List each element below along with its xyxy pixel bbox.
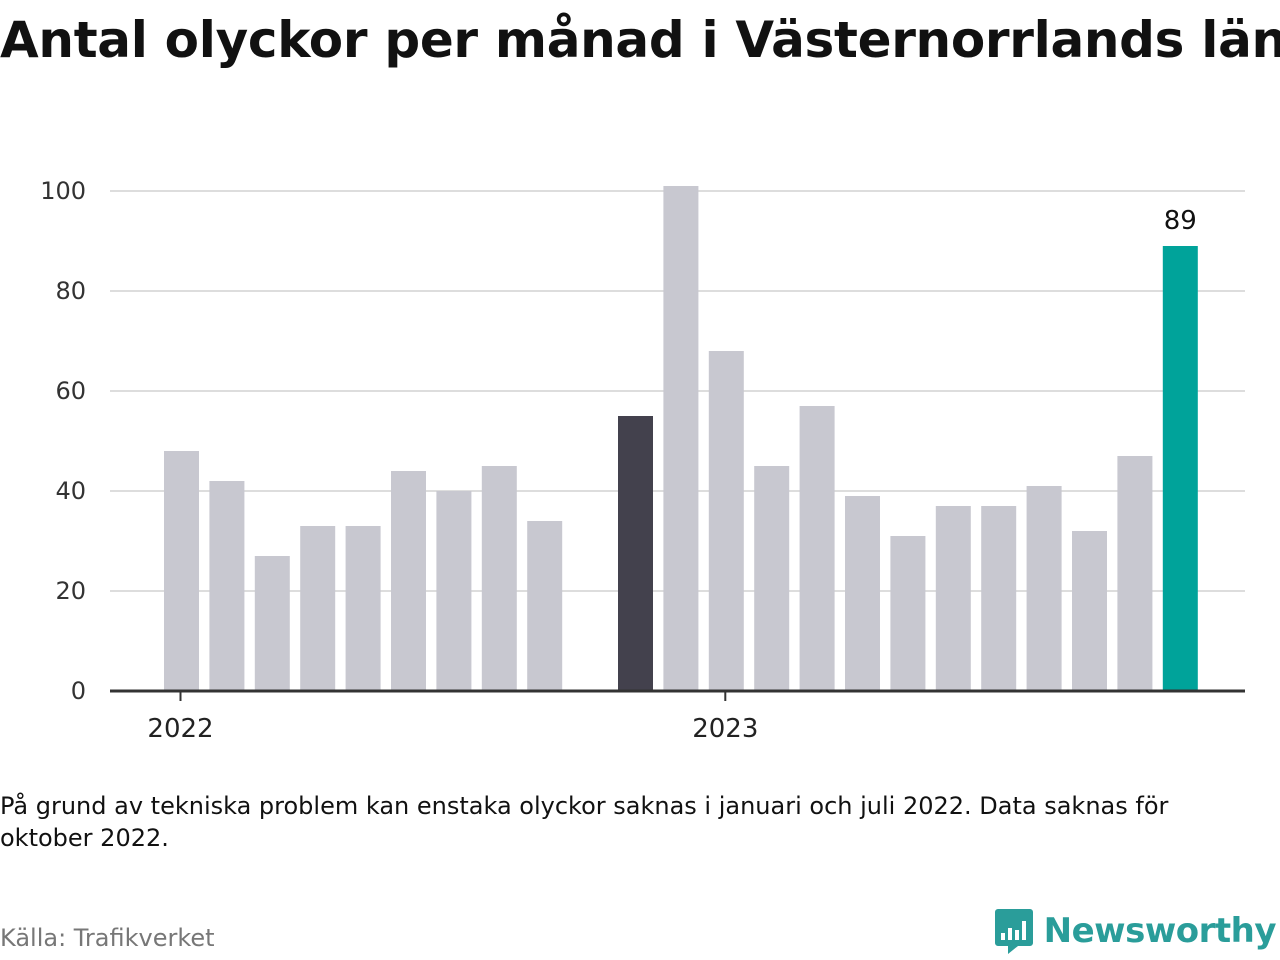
bar-2022-09 (527, 521, 563, 691)
bar-2022-05 (345, 526, 381, 691)
bar-2022-03 (254, 556, 290, 691)
x-tick-label: 2023 (692, 714, 758, 744)
bar-2022-02 (209, 481, 245, 691)
bar-2023-06 (935, 506, 971, 691)
bar-2023-01 (708, 351, 744, 691)
y-tick-label: 100 (40, 177, 86, 205)
x-tick-label: 2022 (147, 714, 213, 744)
source-text: Källa: Trafikverket (0, 924, 215, 952)
bar-chart: 89 0 20 40 60 80 100 2022 2023 (40, 177, 1245, 744)
bar-2023-07 (981, 506, 1017, 691)
bar-2022-07 (436, 491, 472, 691)
data-label: 89 (1164, 206, 1197, 236)
bar-2022-12 (663, 186, 699, 691)
bar-2023-02 (754, 466, 790, 691)
footnote: På grund av tekniska problem kan enstaka… (0, 792, 1169, 852)
bar-2023-10 (1117, 456, 1153, 691)
y-tick-label: 60 (55, 377, 86, 405)
bar-2022-06 (391, 471, 426, 691)
bar-2022-11 (618, 416, 653, 691)
y-tick-label: 80 (55, 277, 86, 305)
bar-2023-11 (1162, 246, 1198, 691)
bar-2023-05 (890, 536, 926, 691)
bar-2022-04 (300, 526, 336, 691)
bar-2022-01 (164, 451, 199, 691)
newsworthy-logo-icon (994, 909, 1033, 954)
bars (164, 186, 1198, 691)
bar-2023-03 (799, 406, 835, 691)
bar-2023-08 (1026, 486, 1062, 691)
bar-2023-09 (1072, 531, 1107, 691)
y-tick-label: 40 (55, 477, 86, 505)
y-tick-label: 0 (71, 677, 86, 705)
bar-2022-08 (481, 466, 517, 691)
brand-name: Newsworthy (1043, 911, 1277, 951)
brand-logo: Newsworthy (994, 906, 1277, 956)
chart-title: Antal olyckor per månad i Västernorrland… (0, 11, 1280, 69)
x-axis-ticks: 2022 2023 (147, 691, 758, 744)
data-labels: 89 (1164, 206, 1197, 236)
y-tick-label: 20 (55, 577, 86, 605)
bar-2023-04 (845, 496, 880, 691)
y-axis-ticks: 0 20 40 60 80 100 (40, 177, 86, 705)
